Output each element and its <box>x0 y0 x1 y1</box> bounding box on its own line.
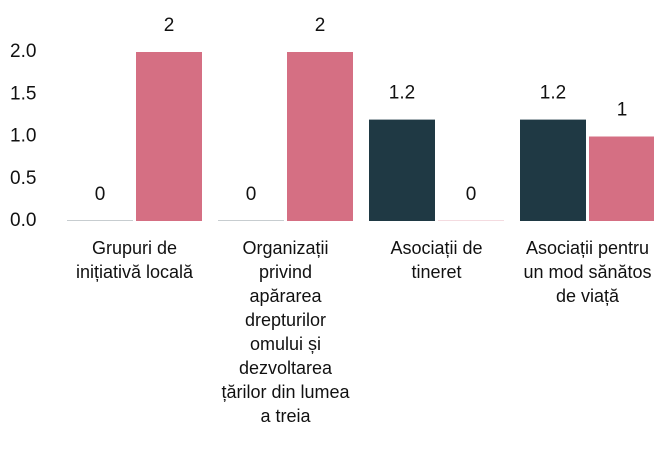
data-label: 0 <box>246 184 257 205</box>
x-tick-label: Asociații pentru un mod sănătos de viață <box>523 238 652 306</box>
y-tick-label: 1.5 <box>10 83 36 104</box>
x-tick-label: Grupuri de inițiativă locală <box>75 238 194 282</box>
bar <box>369 119 435 221</box>
bar <box>136 52 202 221</box>
x-tick-label: Asociații de tineret <box>390 238 483 282</box>
data-label: 1.2 <box>389 83 415 104</box>
bar <box>218 220 284 221</box>
y-tick-label: 0.5 <box>10 168 36 189</box>
data-label: 0 <box>466 184 477 205</box>
bar <box>589 136 654 221</box>
bar <box>520 119 586 221</box>
data-label: 1.2 <box>540 83 566 104</box>
x-tick-label: Organizații privind apărarea drepturilor… <box>221 238 350 426</box>
y-tick-label: 2.0 <box>10 41 36 62</box>
y-tick-label: 1.0 <box>10 126 36 147</box>
data-label: 2 <box>315 15 326 36</box>
y-tick-label: 0.0 <box>10 210 36 231</box>
bar <box>287 52 353 221</box>
data-label: 2 <box>164 15 175 36</box>
data-label: 1 <box>617 100 628 121</box>
data-label: 0 <box>95 184 106 205</box>
bar <box>67 220 133 221</box>
bar <box>438 220 504 221</box>
